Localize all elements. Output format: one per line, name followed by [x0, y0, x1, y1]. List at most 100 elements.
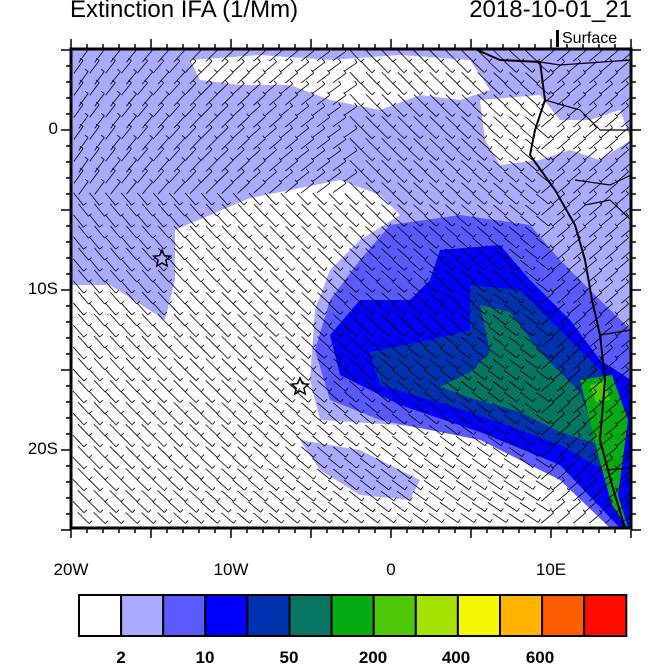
wind-barb: [519, 303, 536, 315]
wind-barb: [492, 270, 509, 282]
wind-barb: [157, 357, 173, 371]
wind-barb: [524, 336, 541, 348]
wind-barb: [104, 346, 120, 360]
wind-barb: [605, 113, 618, 128]
wind-barb: [460, 513, 477, 523]
wind-barb: [104, 302, 120, 316]
wind-barb: [173, 157, 186, 173]
wind-barb: [285, 402, 301, 414]
wind-barb: [152, 368, 168, 382]
wind-barb: [396, 402, 413, 414]
wind-barb: [200, 479, 216, 491]
wind-barb: [136, 368, 152, 382]
wind-barb: [200, 146, 213, 161]
wind-barb: [216, 413, 232, 425]
wind-barb: [360, 303, 376, 315]
wind-barb: [136, 413, 152, 425]
wind-barb: [508, 469, 525, 479]
wind-barb: [264, 347, 280, 359]
wind-barb: [476, 469, 493, 479]
wind-barb: [333, 358, 349, 370]
wind-barb: [519, 325, 536, 337]
wind-barb: [364, 490, 381, 502]
colorbar-swatch: [162, 594, 207, 637]
wind-barb: [173, 468, 189, 480]
wind-barb: [360, 259, 376, 271]
wind-barb: [316, 157, 331, 172]
wind-barb: [439, 479, 456, 491]
wind-barb: [445, 204, 461, 216]
wind-barb: [487, 325, 504, 337]
wind-barb: [519, 436, 536, 446]
wind-barb: [253, 91, 266, 106]
wind-barb: [360, 413, 376, 425]
wind-barb: [349, 358, 365, 370]
wind-barb: [253, 336, 269, 348]
wind-barb: [376, 325, 392, 337]
wind-barb: [557, 377, 570, 392]
wind-barb: [413, 94, 429, 106]
wind-barb: [557, 509, 570, 524]
wind-barb: [78, 178, 89, 195]
wind-barb: [536, 127, 552, 139]
wind-barb: [269, 468, 285, 480]
wind-barb: [428, 358, 445, 370]
wind-barb: [311, 58, 326, 73]
wind-barb: [477, 116, 493, 128]
wind-barb: [253, 135, 266, 150]
wind-barb: [280, 168, 293, 183]
wind-barb: [568, 344, 581, 359]
wind-barb: [184, 347, 200, 359]
wind-barb: [504, 193, 520, 205]
wind-barb: [392, 193, 408, 205]
wind-barb: [365, 116, 381, 128]
wind-barb: [504, 83, 520, 95]
wind-barb: [280, 192, 296, 206]
wind-barb: [359, 479, 376, 491]
wind-barb: [589, 377, 602, 392]
wind-barb: [536, 83, 552, 95]
wind-barb: [525, 94, 541, 106]
wind-barb: [88, 302, 103, 316]
wind-barb: [524, 491, 541, 501]
wind-barb: [264, 237, 280, 250]
wind-barb: [557, 201, 570, 216]
wind-barb: [503, 303, 520, 315]
wind-barb: [73, 192, 87, 206]
wind-barb: [376, 259, 392, 271]
wind-barb: [519, 259, 536, 271]
wind-barb: [429, 116, 445, 128]
wind-barb: [584, 80, 597, 95]
wind-barb: [317, 248, 333, 260]
wind-barb: [221, 314, 237, 326]
wind-barb: [200, 302, 216, 316]
wind-barb: [413, 204, 429, 216]
wind-barb: [412, 512, 429, 524]
wind-barb: [141, 91, 153, 107]
wind-barb: [280, 80, 293, 95]
wind-barb: [216, 192, 232, 206]
wind-barb: [221, 402, 237, 414]
wind-barb: [296, 259, 312, 271]
wind-barb: [408, 149, 424, 161]
wind-barb: [200, 369, 216, 381]
wind-barb: [136, 101, 148, 118]
wind-barb: [184, 302, 200, 316]
wind-barb: [460, 491, 477, 501]
wind-barb: [295, 102, 310, 117]
wind-barb: [392, 215, 408, 227]
wind-barb: [312, 457, 328, 469]
wind-barb: [429, 270, 445, 282]
wind-barb: [476, 292, 493, 304]
wind-barb: [456, 281, 472, 293]
wind-barb: [333, 270, 349, 282]
wind-barb: [408, 325, 424, 337]
wind-barb: [109, 247, 124, 261]
wind-barb: [573, 465, 586, 480]
wind-barb: [573, 377, 586, 392]
wind-barb: [237, 247, 253, 261]
wind-barb: [557, 157, 570, 172]
wind-barb: [557, 421, 570, 436]
wind-barb: [360, 127, 376, 139]
wind-barb: [152, 192, 167, 206]
